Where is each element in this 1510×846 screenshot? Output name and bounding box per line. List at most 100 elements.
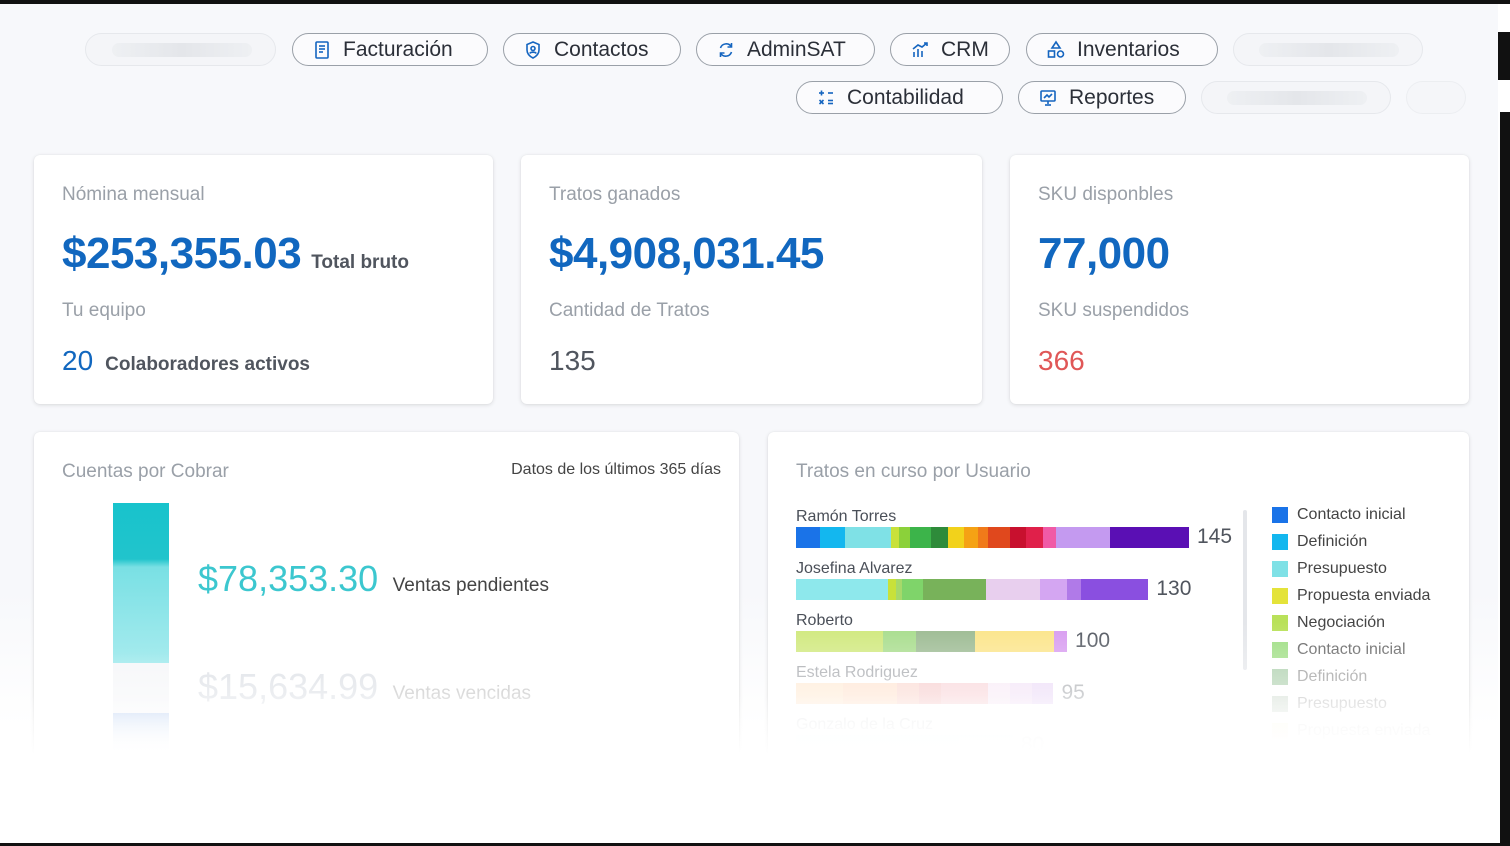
module-pill-label: Reportes	[1069, 85, 1155, 109]
bar-segment[interactable]	[796, 527, 821, 548]
module-row-2: Contabilidad Reportes	[0, 81, 1498, 115]
frame-edge-top	[0, 0, 1510, 4]
payroll-amount-suffix: Total bruto	[311, 252, 409, 273]
bar-user-name: Roberto	[796, 612, 853, 629]
bar-segment[interactable]	[896, 579, 902, 600]
deals-count: 135	[549, 345, 596, 376]
payroll-amount-value: $253,355.03	[62, 229, 302, 278]
bar-segment[interactable]	[844, 527, 891, 548]
module-pill-facturacion[interactable]: Facturación	[292, 33, 488, 66]
bar-segment[interactable]	[1054, 631, 1067, 652]
legend-item[interactable]: Negociación	[1272, 614, 1385, 632]
placeholder-blur	[1259, 42, 1399, 57]
module-pill-placeholder	[1201, 81, 1391, 114]
module-pill-adminsat[interactable]: AdminSAT	[696, 33, 875, 66]
legend-swatch	[1272, 534, 1288, 550]
bar-segment[interactable]	[1026, 527, 1043, 548]
module-pill-placeholder	[85, 33, 276, 66]
payroll-card[interactable]: Nómina mensual $253,355.03 Total bruto Tu…	[34, 155, 493, 404]
deals-amount: $4,908,031.45	[549, 229, 824, 278]
receivables-title: Cuentas por Cobrar	[62, 461, 229, 482]
legend-swatch	[1272, 642, 1288, 658]
stacked-bar[interactable]	[796, 631, 1067, 652]
bar-segment[interactable]	[901, 579, 924, 600]
module-pill-crm[interactable]: CRM	[890, 33, 1010, 66]
deals-card[interactable]: Tratos ganados $4,908,031.45 Cantidad de…	[521, 155, 982, 404]
bar-segment[interactable]	[974, 631, 1055, 652]
sku-card[interactable]: SKU disponbles 77,000 SKU suspendidos 36…	[1010, 155, 1469, 404]
bar-total: 100	[1075, 629, 1111, 652]
legend-item[interactable]: Presupuesto	[1272, 560, 1387, 578]
frame-edge-right-top	[1498, 32, 1510, 80]
bar-segment[interactable]	[1010, 527, 1027, 548]
legend-item[interactable]: Definición	[1272, 668, 1367, 686]
bar-segment[interactable]	[985, 579, 1040, 600]
legend-item[interactable]: Contacto inicial	[1272, 506, 1406, 524]
stacked-bar[interactable]	[796, 579, 1149, 600]
bar-segment[interactable]	[796, 631, 883, 652]
bar-segment[interactable]	[796, 579, 889, 600]
legend-label: Presupuesto	[1297, 560, 1387, 577]
team-count-suffix: Colaboradores activos	[105, 354, 310, 375]
legend-item[interactable]: Definición	[1272, 533, 1367, 551]
shapes-icon	[1045, 39, 1067, 61]
module-pill-placeholder	[1233, 33, 1423, 66]
placeholder-blur	[1227, 90, 1367, 105]
bar-segment[interactable]	[890, 527, 899, 548]
bar-segment[interactable]	[1110, 527, 1189, 548]
pending-bar[interactable]	[113, 503, 169, 663]
legend-item[interactable]: Contacto inicial	[1272, 641, 1406, 659]
bar-segment[interactable]	[1042, 527, 1057, 548]
bar-segment[interactable]	[1039, 579, 1067, 600]
module-pill-contactos[interactable]: Contactos	[503, 33, 681, 66]
chart-scrollbar[interactable]	[1243, 510, 1247, 670]
bar-user-name: Estela Rodriguez	[796, 664, 918, 681]
pending-label: Ventas pendientes	[392, 575, 549, 596]
bar-segment[interactable]	[888, 579, 897, 600]
sku-suspended: 366	[1038, 345, 1085, 376]
bar-segment[interactable]	[1080, 579, 1149, 600]
team-label: Tu equipo	[62, 300, 146, 321]
bar-segment[interactable]	[988, 527, 1011, 548]
legend-swatch	[1272, 507, 1288, 523]
team-count-value: 20	[62, 345, 94, 376]
bar-segment[interactable]	[1066, 579, 1081, 600]
module-pill-reportes[interactable]: Reportes	[1018, 81, 1186, 114]
pending-summary: $78,353.30 Ventas pendientes	[198, 558, 549, 600]
bar-total: 145	[1197, 525, 1233, 548]
bar-segment[interactable]	[820, 527, 845, 548]
calculator-icon	[815, 87, 837, 109]
sku-suspended-label: SKU suspendidos	[1038, 300, 1190, 321]
payroll-amount: $253,355.03 Total bruto	[62, 229, 409, 279]
sku-available-label: SKU disponbles	[1038, 184, 1174, 205]
sku-available: 77,000	[1038, 229, 1170, 278]
module-pill-label: CRM	[941, 37, 989, 61]
chart-up-icon	[909, 39, 931, 61]
bar-segment[interactable]	[898, 527, 910, 548]
bar-segment[interactable]	[923, 579, 986, 600]
module-pill-inventarios[interactable]: Inventarios	[1026, 33, 1218, 66]
stacked-bar[interactable]	[796, 527, 1189, 548]
legend-label: Definición	[1297, 668, 1368, 685]
bar-segment[interactable]	[1056, 527, 1111, 548]
deals-count-label: Cantidad de Tratos	[549, 300, 710, 321]
bar-segment[interactable]	[916, 631, 975, 652]
legend-swatch	[1272, 669, 1288, 685]
module-row-1: Facturación Contactos AdminSAT CRM Inventari…	[0, 33, 1498, 67]
bar-segment[interactable]	[931, 527, 948, 548]
bar-segment[interactable]	[977, 527, 989, 548]
team-count: 20 Colaboradores activos	[62, 345, 310, 377]
module-pill-label: AdminSAT	[747, 37, 846, 61]
legend-swatch	[1272, 615, 1288, 631]
legend-label: Contacto inicial	[1297, 641, 1406, 658]
module-pill-contabilidad[interactable]: Contabilidad	[796, 81, 1003, 114]
legend-item[interactable]: Propuesta enviada	[1272, 587, 1430, 605]
bar-segment[interactable]	[963, 527, 978, 548]
receivables-period: Datos de los últimos 365 días	[511, 461, 721, 478]
bar-segment[interactable]	[909, 527, 932, 548]
bar-segment[interactable]	[947, 527, 964, 548]
bar-total: 130	[1156, 577, 1192, 600]
bar-segment[interactable]	[882, 631, 917, 652]
sync-icon	[715, 39, 737, 61]
